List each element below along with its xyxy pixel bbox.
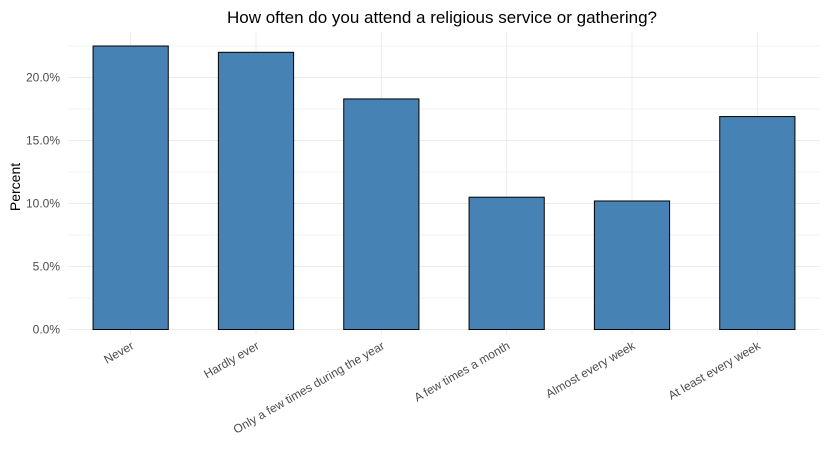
chart-title: How often do you attend a religious serv… [227,8,657,27]
x-tick-label: Never [101,338,136,366]
bar [468,196,545,330]
y-tick-labels: 0.0% 5.0% 10.0% 15.0% 20.0% [26,71,60,337]
bar [343,98,420,330]
bar [719,116,796,330]
x-tick-label: At least every week [666,338,764,403]
y-axis-label: Percent [7,163,23,211]
bar [217,51,295,331]
bar [593,200,671,330]
y-tick-label: 15.0% [26,134,60,148]
y-tick-label: 0.0% [33,323,61,337]
gridlines [68,32,820,335]
bar [92,45,169,330]
y-tick-label: 5.0% [33,260,61,274]
y-tick-label: 10.0% [26,197,60,211]
x-tick-label: A few times a month [412,338,513,404]
bars [92,45,796,331]
x-tick-label: Almost every week [543,338,638,401]
x-tick-label: Hardly ever [201,338,261,381]
y-tick-label: 20.0% [26,71,60,85]
